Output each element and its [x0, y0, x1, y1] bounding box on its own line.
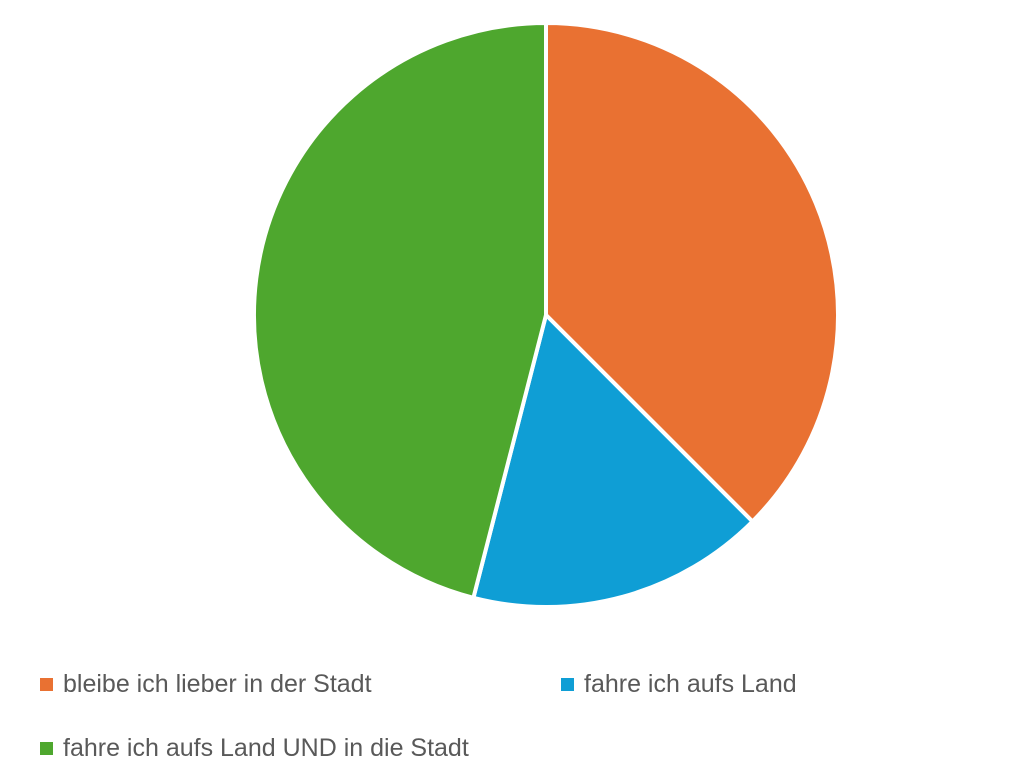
legend-item-land-und-stadt: fahre ich aufs Land UND in die Stadt [40, 732, 469, 764]
pie-slice-bleibe-in-der-stadt [544, 21, 840, 524]
legend-label: fahre ich aufs Land UND in die Stadt [63, 733, 469, 762]
legend-label: fahre ich aufs Land [584, 669, 797, 698]
pie-slice-land-und-stadt [252, 21, 548, 600]
legend-label: bleibe ich lieber in der Stadt [63, 669, 372, 698]
legend-item-bleibe-in-der-stadt: bleibe ich lieber in der Stadt [40, 668, 372, 700]
pie-slices [252, 21, 840, 609]
legend-swatch [40, 741, 53, 755]
pie-chart [252, 21, 840, 609]
pie-slice-fahre-aufs-land [471, 313, 755, 609]
legend-swatch [40, 677, 53, 691]
legend-item-fahre-aufs-land: fahre ich aufs Land [561, 668, 797, 700]
legend-swatch [561, 677, 574, 691]
